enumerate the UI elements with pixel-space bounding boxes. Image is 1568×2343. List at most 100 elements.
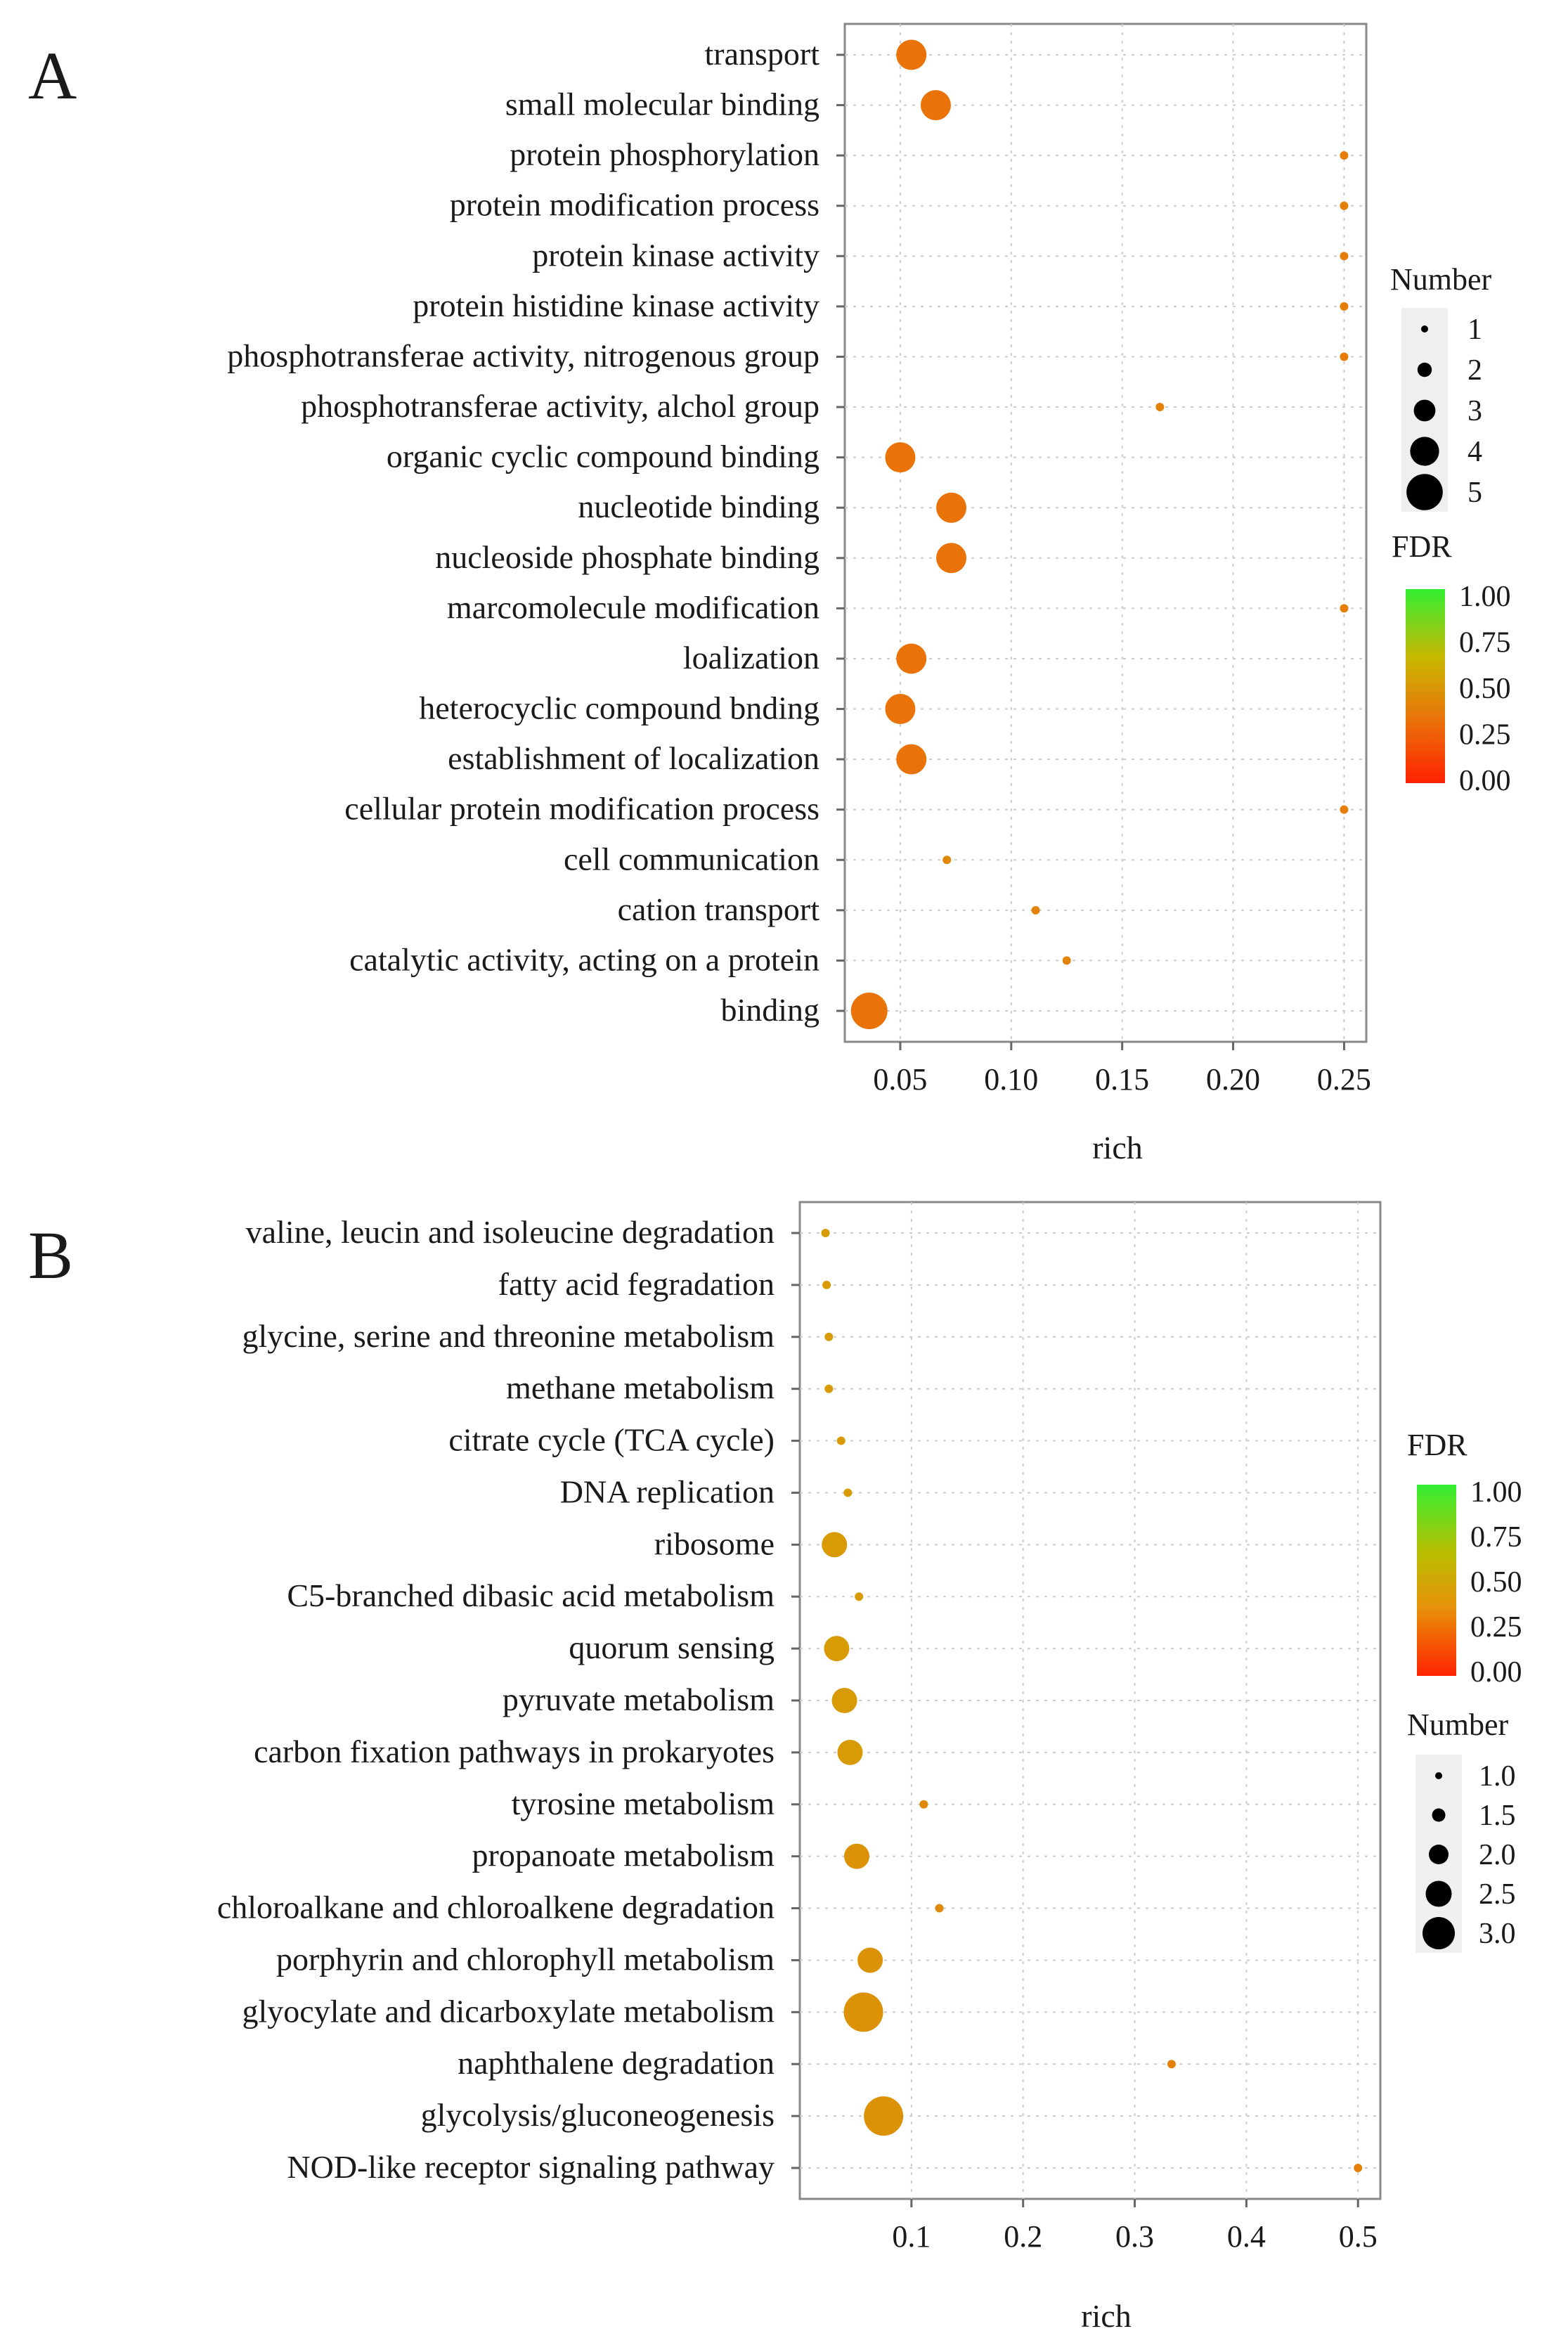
x-tick-label: 0.25 (1317, 1062, 1371, 1097)
term-label: ribosome (654, 1525, 775, 1561)
data-point (1340, 151, 1349, 160)
grid-b (800, 1202, 1380, 2199)
data-point (936, 543, 967, 574)
fdr-colorbar-b (1417, 1485, 1456, 1676)
data-point (822, 1532, 848, 1558)
term-labels-b: valine, leucin and isoleucine degradatio… (217, 1214, 800, 2185)
term-label: citrate cycle (TCA cycle) (448, 1422, 775, 1458)
data-point (1354, 2164, 1363, 2172)
legend-size-label: 3.0 (1479, 1918, 1516, 1950)
data-point (824, 1384, 834, 1393)
x-tick-label: 0.1 (892, 2219, 931, 2254)
data-point (864, 2096, 904, 2136)
x-tick-label: 0.10 (984, 1062, 1038, 1097)
legend-fdr-label: 0.00 (1470, 1656, 1522, 1689)
data-point (836, 1436, 845, 1445)
term-label: propanoate metabolism (472, 1838, 775, 1873)
legend-fdr-label: 0.50 (1459, 673, 1511, 705)
data-point (1340, 604, 1349, 613)
term-label: pyruvate metabolism (503, 1682, 775, 1717)
legend-title-number-b: Number (1407, 1708, 1509, 1742)
term-label: naphthalene degradation (458, 2045, 775, 2081)
data-point (822, 1280, 831, 1289)
data-point (837, 1739, 863, 1765)
term-label: methane metabolism (506, 1370, 775, 1406)
term-label: phosphotransferae activity, alchol group (301, 388, 819, 424)
term-label: catalytic activity, acting on a protein (349, 941, 819, 977)
term-label: protein modification process (450, 187, 819, 223)
legend-fdr-label: 0.75 (1459, 627, 1511, 659)
term-label: DNA replication (560, 1473, 775, 1509)
legend-size-dot (1423, 1917, 1455, 1949)
x-ticks-b: 0.1 0.2 0.3 0.4 0.5 (892, 2199, 1378, 2254)
legend-size-label: 5 (1467, 477, 1482, 509)
x-tick-label: 0.05 (873, 1062, 927, 1097)
term-label: glyocylate and dicarboxylate metabolism (242, 1993, 775, 2029)
x-tick-label: 0.3 (1115, 2219, 1154, 2254)
legend-title-number-a: Number (1390, 262, 1492, 297)
data-point (935, 1904, 944, 1913)
term-label: organic cyclic compound binding (387, 439, 819, 475)
panel-b: B valine, leucin and isoleucine degradat… (28, 1201, 1522, 2334)
data-point (1031, 905, 1040, 915)
data-point (919, 1800, 928, 1809)
legend-fdr-label: 1.00 (1459, 581, 1511, 613)
legend-size-dot (1417, 362, 1432, 377)
term-label: binding (720, 992, 819, 1028)
legend-size-dot (1429, 1845, 1449, 1864)
data-point (1062, 956, 1071, 965)
term-label: protein kinase activity (532, 237, 819, 273)
legend-size-label: 2 (1467, 354, 1482, 387)
legend-size-dot (1425, 1880, 1452, 1907)
data-point (1167, 2060, 1176, 2069)
legend-fdr-label: 0.25 (1459, 719, 1511, 751)
data-point (896, 643, 927, 674)
color-legend-a: FDR 1.00 0.75 0.50 0.25 0.00 (1392, 529, 1511, 797)
term-label: loalization (683, 640, 819, 676)
term-label: porphyrin and chlorophyll metabolism (276, 1941, 775, 1977)
data-point (824, 1332, 834, 1341)
data-point (1340, 352, 1349, 361)
x-ticks-a: 0.05 0.10 0.15 0.20 0.25 (873, 1042, 1371, 1097)
legend-size-label: 1.0 (1479, 1760, 1516, 1793)
data-point (843, 1488, 853, 1497)
term-labels-a: transport small molecular binding protein … (227, 36, 845, 1028)
term-label: quorum sensing (569, 1629, 775, 1665)
legend-size-label: 2.5 (1479, 1878, 1516, 1911)
legend-title-fdr-b: FDR (1407, 1428, 1467, 1462)
term-label: small molecular binding (505, 86, 819, 122)
data-point (942, 856, 952, 865)
x-tick-label: 0.4 (1227, 2219, 1266, 2254)
data-point (896, 744, 927, 775)
term-label: protein histidine kinase activity (413, 288, 819, 323)
term-label: chloroalkane and chloroalkene degradatio… (217, 1890, 775, 1925)
x-axis-title-a: rich (1092, 1130, 1143, 1166)
panel-letter-a: A (28, 38, 77, 113)
x-tick-label: 0.5 (1339, 2219, 1378, 2254)
data-point (1340, 201, 1349, 210)
term-label: NOD-like receptor signaling pathway (287, 2149, 775, 2185)
color-legend-b: FDR 1.00 0.75 0.50 0.25 0.00 (1407, 1428, 1522, 1689)
size-legend-b: Number 1.0 1.5 2.0 2.5 3.0 (1407, 1708, 1516, 1953)
term-label: fatty acid fegradation (498, 1266, 775, 1302)
data-point (824, 1636, 850, 1662)
grid-a (845, 24, 1366, 1042)
term-label: tyrosine metabolism (512, 1786, 775, 1821)
term-label: transport (704, 36, 819, 72)
data-point (831, 1688, 857, 1713)
data-point (850, 993, 888, 1029)
data-point (843, 1992, 883, 2032)
data-point (1340, 302, 1349, 311)
size-legend-a: Number 1 2 3 4 5 (1390, 262, 1492, 512)
legend-size-label: 1.5 (1479, 1800, 1516, 1832)
data-point (855, 1592, 864, 1601)
data-point (896, 39, 927, 70)
term-label: cation transport (618, 891, 820, 927)
points-b (821, 1229, 1363, 2172)
term-label: nucleoside phosphate binding (435, 539, 819, 575)
legend-title-fdr-a: FDR (1392, 529, 1452, 564)
data-point (936, 492, 967, 523)
legend-size-dot (1432, 1808, 1446, 1822)
legend-fdr-label: 0.00 (1459, 765, 1511, 797)
x-tick-label: 0.15 (1095, 1062, 1149, 1097)
